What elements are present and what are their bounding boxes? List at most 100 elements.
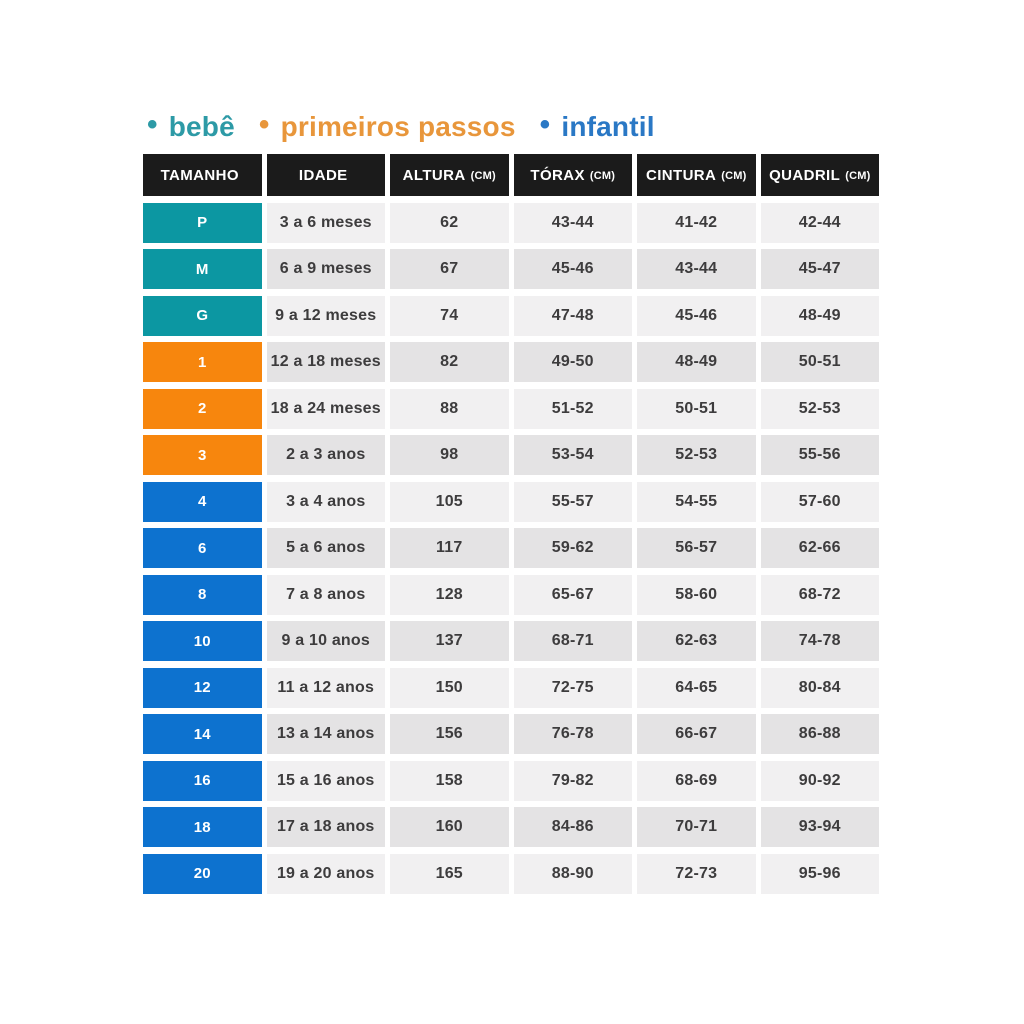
size-cell: 8 bbox=[143, 574, 262, 615]
header-idade: IDADE bbox=[266, 154, 385, 196]
altura-cell: 74 bbox=[390, 295, 509, 336]
size-cell: 3 bbox=[143, 435, 262, 475]
cintura-cell: 58-60 bbox=[637, 574, 756, 615]
torax-cell: 68-71 bbox=[513, 621, 632, 661]
header-torax: TÓRAX (CM) bbox=[513, 154, 632, 196]
torax-cell: 45-46 bbox=[513, 249, 632, 289]
altura-cell: 150 bbox=[390, 667, 509, 708]
size-cell: 14 bbox=[143, 714, 262, 754]
quadril-cell: 48-49 bbox=[760, 295, 879, 336]
bullet-icon: • bbox=[258, 108, 270, 141]
cintura-cell: 66-67 bbox=[637, 714, 756, 754]
quadril-cell: 90-92 bbox=[760, 760, 879, 801]
header-label: ALTURA bbox=[402, 166, 466, 184]
bullet-icon: • bbox=[539, 108, 551, 141]
quadril-cell: 74-78 bbox=[760, 621, 879, 661]
idade-cell: 12 a 18 meses bbox=[266, 342, 385, 382]
torax-cell: 59-62 bbox=[513, 528, 632, 568]
altura-cell: 88 bbox=[390, 388, 509, 429]
altura-cell: 82 bbox=[390, 342, 509, 382]
quadril-cell: 52-53 bbox=[760, 388, 879, 429]
size-cell: 2 bbox=[143, 388, 262, 429]
quadril-cell: 62-66 bbox=[760, 528, 879, 568]
legend-label-primeiros-passos: primeiros passos bbox=[280, 111, 516, 142]
altura-cell: 62 bbox=[390, 202, 509, 243]
altura-cell: 160 bbox=[390, 807, 509, 847]
header-unit: (CM) bbox=[721, 170, 747, 182]
cintura-cell: 41-42 bbox=[637, 202, 756, 243]
header-label: CINTURA bbox=[645, 166, 717, 184]
cintura-cell: 70-71 bbox=[637, 807, 756, 847]
cintura-cell: 64-65 bbox=[637, 667, 756, 708]
size-cell: P bbox=[143, 202, 262, 243]
quadril-cell: 95-96 bbox=[760, 853, 879, 894]
torax-cell: 51-52 bbox=[513, 388, 632, 429]
idade-cell: 19 a 20 anos bbox=[266, 853, 385, 894]
bullet-icon: • bbox=[147, 108, 158, 141]
cintura-cell: 54-55 bbox=[637, 481, 756, 522]
torax-cell: 79-82 bbox=[513, 760, 632, 801]
quadril-cell: 42-44 bbox=[760, 202, 879, 243]
cintura-cell: 62-63 bbox=[637, 621, 756, 661]
size-cell: 1 bbox=[143, 342, 262, 382]
size-group-legend: • bebê • primeiros passos • infantil bbox=[147, 110, 879, 144]
size-cell: 10 bbox=[143, 621, 262, 661]
size-chart: • bebê • primeiros passos • infantil TAM… bbox=[143, 110, 879, 894]
cintura-cell: 50-51 bbox=[637, 388, 756, 429]
torax-cell: 88-90 bbox=[513, 853, 632, 894]
header-label: TAMANHO bbox=[160, 166, 239, 184]
torax-cell: 53-54 bbox=[513, 435, 632, 475]
torax-cell: 84-86 bbox=[513, 807, 632, 847]
altura-cell: 165 bbox=[390, 853, 509, 894]
header-unit: (CM) bbox=[589, 170, 616, 182]
torax-cell: 49-50 bbox=[513, 342, 632, 382]
quadril-cell: 55-56 bbox=[760, 435, 879, 475]
torax-cell: 47-48 bbox=[513, 295, 632, 336]
size-cell: 4 bbox=[143, 481, 262, 522]
quadril-cell: 50-51 bbox=[760, 342, 879, 382]
altura-cell: 98 bbox=[390, 435, 509, 475]
altura-cell: 158 bbox=[390, 760, 509, 801]
header-label: IDADE bbox=[298, 166, 348, 184]
legend-item-infantil: • infantil bbox=[539, 108, 655, 143]
cintura-cell: 45-46 bbox=[637, 295, 756, 336]
size-cell: 20 bbox=[143, 853, 262, 894]
idade-cell: 13 a 14 anos bbox=[266, 714, 385, 754]
quadril-cell: 86-88 bbox=[760, 714, 879, 754]
size-cell: G bbox=[143, 295, 262, 336]
header-tamanho: TAMANHO bbox=[143, 154, 262, 196]
header-quadril: QUADRIL (CM) bbox=[760, 154, 879, 196]
header-cintura: CINTURA (CM) bbox=[637, 154, 756, 196]
size-cell: 18 bbox=[143, 807, 262, 847]
legend-item-primeiros-passos: • primeiros passos bbox=[258, 108, 516, 143]
header-label: QUADRIL bbox=[769, 166, 841, 184]
altura-cell: 128 bbox=[390, 574, 509, 615]
cintura-cell: 68-69 bbox=[637, 760, 756, 801]
altura-cell: 156 bbox=[390, 714, 509, 754]
legend-label-bebe: bebê bbox=[168, 111, 235, 142]
legend-label-infantil: infantil bbox=[561, 111, 655, 142]
altura-cell: 105 bbox=[390, 481, 509, 522]
cintura-cell: 48-49 bbox=[637, 342, 756, 382]
idade-cell: 5 a 6 anos bbox=[266, 528, 385, 568]
altura-cell: 67 bbox=[390, 249, 509, 289]
header-altura: ALTURA (CM) bbox=[390, 154, 509, 196]
header-label: TÓRAX bbox=[530, 166, 585, 184]
size-cell: M bbox=[143, 249, 262, 289]
idade-cell: 11 a 12 anos bbox=[266, 667, 385, 708]
idade-cell: 9 a 12 meses bbox=[266, 295, 385, 336]
idade-cell: 3 a 6 meses bbox=[266, 202, 385, 243]
torax-cell: 72-75 bbox=[513, 667, 632, 708]
quadril-cell: 80-84 bbox=[760, 667, 879, 708]
idade-cell: 9 a 10 anos bbox=[266, 621, 385, 661]
quadril-cell: 68-72 bbox=[760, 574, 879, 615]
idade-cell: 3 a 4 anos bbox=[266, 481, 385, 522]
cintura-cell: 52-53 bbox=[637, 435, 756, 475]
legend-item-bebe: • bebê bbox=[147, 108, 235, 143]
idade-cell: 6 a 9 meses bbox=[266, 249, 385, 289]
cintura-cell: 43-44 bbox=[637, 249, 756, 289]
size-cell: 16 bbox=[143, 760, 262, 801]
idade-cell: 18 a 24 meses bbox=[266, 388, 385, 429]
idade-cell: 2 a 3 anos bbox=[266, 435, 385, 475]
idade-cell: 7 a 8 anos bbox=[266, 574, 385, 615]
